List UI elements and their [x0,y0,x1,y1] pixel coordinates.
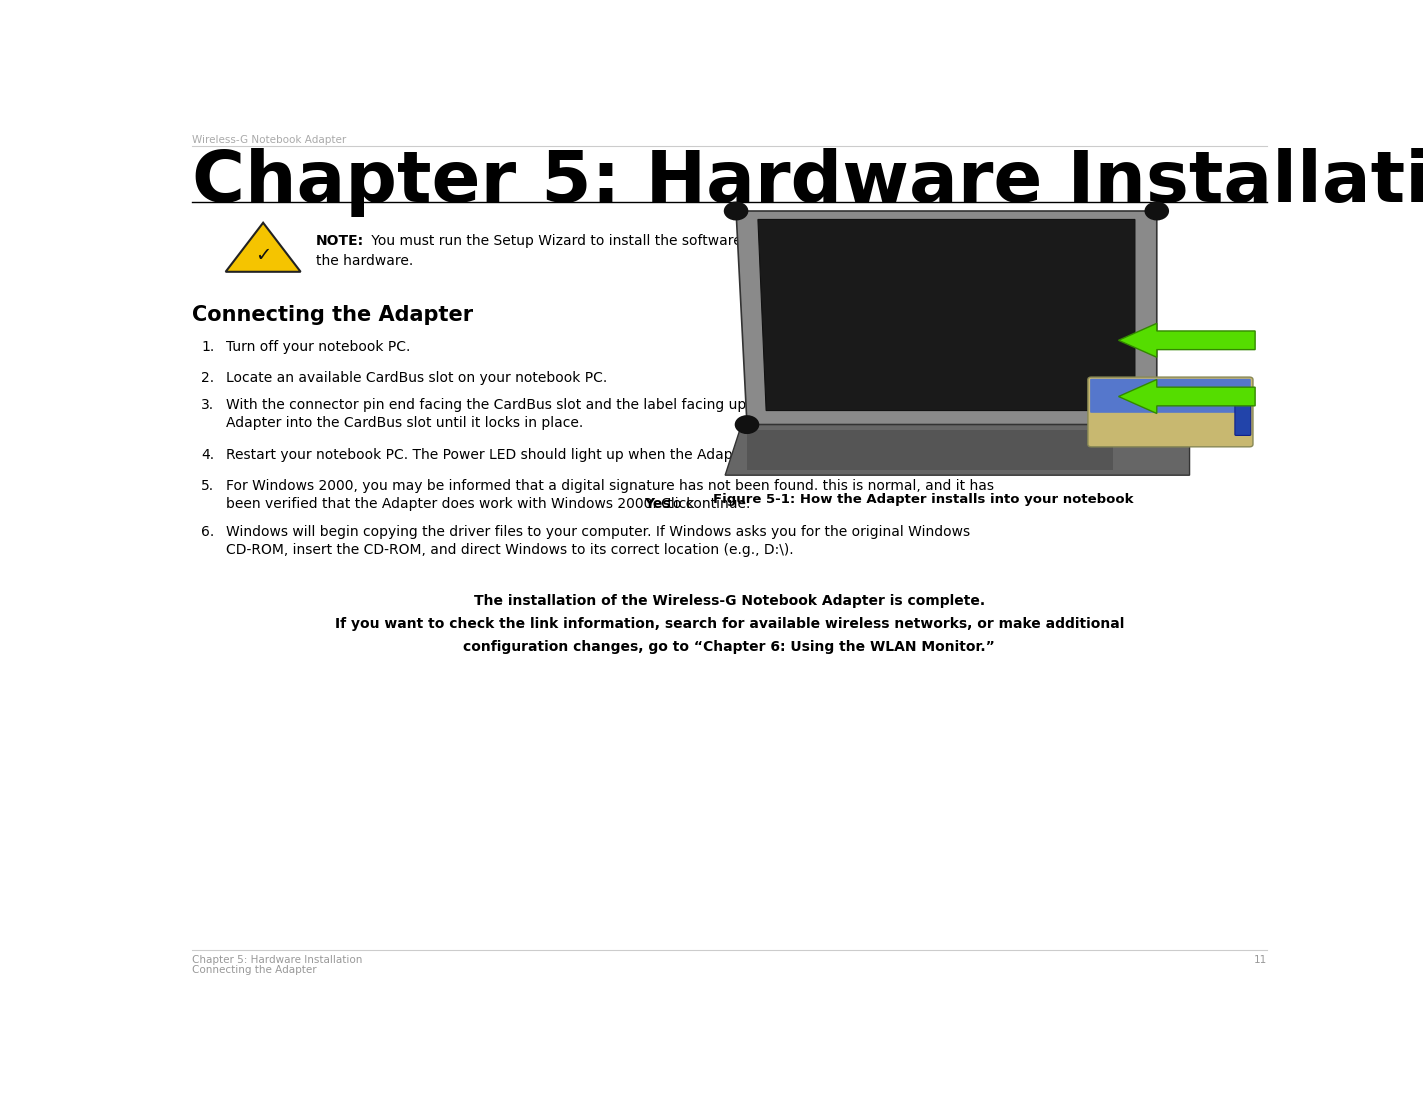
Polygon shape [758,219,1136,411]
Text: Turn off your notebook PC.: Turn off your notebook PC. [226,341,410,354]
Text: 4.: 4. [201,447,215,462]
FancyArrow shape [1118,379,1255,413]
Text: Connecting the Adapter: Connecting the Adapter [192,305,472,325]
Circle shape [724,202,748,220]
Text: Chapter 5: Hardware Installation: Chapter 5: Hardware Installation [192,954,363,964]
Text: Connecting the Adapter: Connecting the Adapter [192,965,316,975]
Text: You must run the Setup Wizard to install the software before installing: You must run the Setup Wizard to install… [367,234,858,248]
Text: 11: 11 [1254,954,1266,964]
Text: 2.: 2. [201,371,215,385]
Text: configuration changes, go to “Chapter 6: Using the WLAN Monitor.”: configuration changes, go to “Chapter 6:… [464,640,995,655]
Text: ✓: ✓ [255,247,272,266]
Text: The installation of the Wireless-G Notebook Adapter is complete.: The installation of the Wireless-G Noteb… [474,594,985,608]
Text: 1.: 1. [201,341,215,354]
Circle shape [1144,415,1170,434]
FancyBboxPatch shape [747,430,1113,469]
Text: Chapter 5: Hardware Installation: Chapter 5: Hardware Installation [192,148,1423,217]
Text: 5.: 5. [201,478,215,493]
Text: If you want to check the link information, search for available wireless network: If you want to check the link informatio… [334,617,1124,631]
Text: Adapter into the CardBus slot until it locks in place.: Adapter into the CardBus slot until it l… [226,417,583,430]
Text: Windows will begin copying the driver files to your computer. If Windows asks yo: Windows will begin copying the driver fi… [226,525,970,539]
Text: 3.: 3. [201,398,215,412]
Text: CD-ROM, insert the CD-ROM, and direct Windows to its correct location (e.g., D:\: CD-ROM, insert the CD-ROM, and direct Wi… [226,543,794,558]
Circle shape [1144,202,1170,220]
Polygon shape [736,210,1157,424]
Text: 6.: 6. [201,525,215,539]
Text: Wireless-G Notebook Adapter: Wireless-G Notebook Adapter [192,134,346,144]
Text: Locate an available CardBus slot on your notebook PC.: Locate an available CardBus slot on your… [226,371,608,385]
Polygon shape [226,223,300,272]
Text: NOTE:: NOTE: [316,234,364,248]
FancyArrow shape [1118,323,1255,357]
Text: to continue.: to continue. [663,497,751,511]
Text: been verified that the Adapter does work with Windows 2000. Click: been verified that the Adapter does work… [226,497,699,511]
FancyBboxPatch shape [1089,377,1254,446]
Text: With the connector pin end facing the CardBus slot and the label facing up, as s: With the connector pin end facing the Ca… [226,398,979,412]
Polygon shape [726,424,1190,475]
Text: Figure 5-1: How the Adapter installs into your notebook: Figure 5-1: How the Adapter installs int… [713,493,1133,506]
FancyBboxPatch shape [1090,379,1251,413]
Text: Restart your notebook PC. The Power LED should light up when the Adapter is inst: Restart your notebook PC. The Power LED … [226,447,899,462]
Text: For Windows 2000, you may be informed that a digital signature has not been foun: For Windows 2000, you may be informed th… [226,478,993,493]
Text: the hardware.: the hardware. [316,255,413,268]
Text: Yes: Yes [645,497,672,511]
Circle shape [734,415,760,434]
FancyBboxPatch shape [1235,389,1251,435]
